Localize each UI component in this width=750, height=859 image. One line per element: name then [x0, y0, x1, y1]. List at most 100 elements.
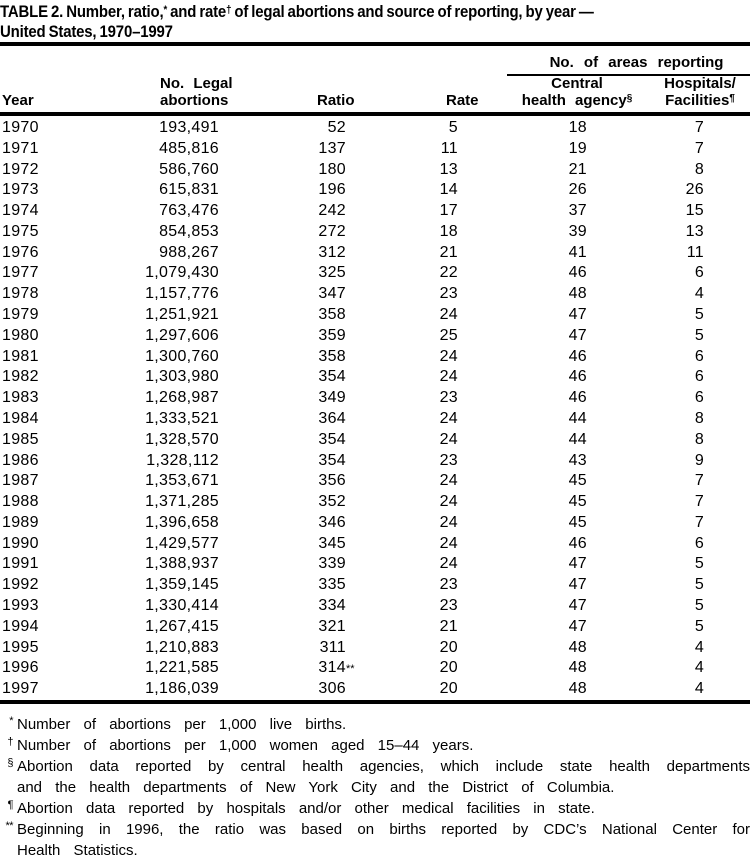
cell-hospitals: 5 [694, 555, 705, 573]
cell-hospitals: 7 [694, 513, 705, 531]
column-header-ratio: Ratio [225, 76, 355, 116]
cell-abortions: 615,831 [159, 181, 219, 199]
table-row: 1991 1,388,937 339 24 47 5 [0, 554, 750, 575]
cell-rate: 23 [439, 451, 458, 469]
cell-ratio: 335 [318, 576, 346, 594]
cell-rate: 22 [439, 264, 458, 282]
table-title-line-2: United States, 1970–1997 [0, 21, 173, 41]
cell-hospitals: 5 [694, 306, 705, 324]
cell-ratio: 314** [318, 659, 355, 677]
footnote-text-line: Abortion data reported by central health… [17, 757, 750, 775]
cell-year: 1997 [2, 680, 39, 698]
footnote-text: Abortion data reported by central health… [17, 756, 750, 798]
cell-year: 1982 [2, 368, 39, 386]
cell-ratio: 321 [318, 617, 346, 635]
cell-abortions: 1,186,039 [145, 680, 219, 698]
cell-central: 44 [568, 409, 587, 427]
cell-abortions: 1,328,570 [145, 430, 219, 448]
table-row: 1995 1,210,883 311 20 48 4 [0, 638, 750, 659]
cell-ratio: 359 [318, 326, 346, 344]
cell-central: 44 [568, 430, 587, 448]
table-title: TABLE 2. Number, ratio,* and rate† of le… [0, 0, 750, 46]
cell-hospitals: 4 [694, 680, 705, 698]
cell-abortions: 1,328,112 [146, 451, 219, 469]
cell-year: 1985 [2, 430, 39, 448]
cell-central: 47 [568, 576, 587, 594]
cell-year: 1991 [2, 555, 39, 573]
cell-year: 1994 [2, 617, 39, 635]
table-row: 1981 1,300,760 358 24 46 6 [0, 347, 750, 368]
cell-abortions: 1,268,987 [145, 389, 219, 407]
cell-central: 18 [568, 119, 587, 136]
cell-rate: 24 [439, 513, 458, 531]
table-row: 1977 1,079,430 325 22 46 6 [0, 263, 750, 284]
cell-abortions: 854,853 [159, 222, 219, 240]
cell-rate: 20 [439, 680, 458, 698]
footnote-text-line: Abortion data reported by hospitals and/… [17, 799, 595, 817]
cell-ratio: 339 [318, 555, 346, 573]
cell-ratio: 242 [318, 202, 346, 220]
cell-central: 46 [568, 534, 587, 552]
cell-ratio: 354 [318, 451, 346, 469]
cell-year: 1975 [2, 222, 39, 240]
footnote-marker: * [9, 714, 13, 727]
cell-year: 1973 [2, 181, 39, 199]
table-row: 1970 193,491 52 5 18 7 [0, 114, 750, 139]
cell-rate: 24 [439, 555, 458, 573]
footnote-text-line: and the health departments of New York C… [17, 778, 615, 796]
cell-abortions: 1,303,980 [145, 368, 219, 386]
table-row: 1986 1,328,112 354 23 43 9 [0, 451, 750, 472]
cell-year: 1972 [2, 160, 39, 178]
cell-rate: 13 [439, 160, 458, 178]
cell-abortions: 193,491 [159, 119, 219, 136]
spanner-cell: No. of areas reporting [464, 46, 750, 76]
cell-abortions: 1,371,285 [145, 493, 219, 511]
cell-central: 45 [568, 513, 587, 531]
cell-abortions: 1,297,606 [145, 326, 219, 344]
cell-hospitals: 5 [694, 596, 705, 614]
cell-rate: 23 [439, 389, 458, 407]
cell-ratio: 196 [318, 181, 346, 199]
column-header-year: Year [0, 76, 110, 116]
table-row: 1985 1,328,570 354 24 44 8 [0, 430, 750, 451]
cell-rate: 24 [439, 430, 458, 448]
table-body: 1970 193,491 52 5 18 7 1971 485,816 137 11 19 7 1972… [0, 114, 750, 702]
cell-year: 1984 [2, 409, 39, 427]
header-line: health agency [521, 91, 627, 109]
cell-rate: 21 [439, 617, 458, 635]
cell-abortions: 1,429,577 [145, 534, 219, 552]
cell-rate: 24 [439, 493, 458, 511]
column-header-abortions: No. Legal abortions [110, 75, 233, 116]
cell-central: 45 [568, 493, 587, 511]
header-line: Facilities [665, 91, 730, 109]
cell-ratio: 137 [318, 139, 346, 157]
cell-hospitals: 5 [694, 326, 705, 344]
spanner-row: No. of areas reporting [0, 46, 750, 76]
cell-ratio: 312 [318, 243, 346, 261]
table-row: 1972 586,760 180 13 21 8 [0, 160, 750, 181]
table-row: 1994 1,267,415 321 21 47 5 [0, 617, 750, 638]
cell-central: 48 [568, 659, 587, 677]
table-title-line-1: TABLE 2. Number, ratio,* and rate† of le… [0, 2, 660, 22]
cell-hospitals: 7 [694, 119, 705, 136]
cell-rate: 24 [439, 306, 458, 324]
column-header-central-health-agency: Central health agency§ [464, 75, 640, 116]
cell-central: 45 [568, 472, 587, 490]
cell-ratio: 352 [318, 493, 346, 511]
cell-hospitals: 7 [694, 139, 705, 157]
cell-abortions: 1,300,760 [145, 347, 219, 365]
title-text: and rate [167, 2, 227, 21]
title-text: of legal abortions and source of reporti… [231, 2, 594, 21]
footnote-text-line: Number of abortions per 1,000 women aged… [17, 736, 474, 754]
table-row: 1979 1,251,921 358 24 47 5 [0, 305, 750, 326]
cell-abortions: 1,330,414 [145, 596, 219, 614]
footnote: ** Beginning in 1996, the ratio was based… [0, 819, 750, 859]
cell-year: 1996 [2, 659, 39, 677]
cell-central: 39 [568, 222, 587, 240]
cell-hospitals: 15 [685, 202, 705, 220]
cell-ratio: 358 [318, 306, 346, 324]
cell-abortions: 485,816 [159, 139, 219, 157]
cell-hospitals: 13 [685, 222, 705, 240]
footnote-text-line: Beginning in 1996, the ratio was based o… [17, 820, 750, 838]
